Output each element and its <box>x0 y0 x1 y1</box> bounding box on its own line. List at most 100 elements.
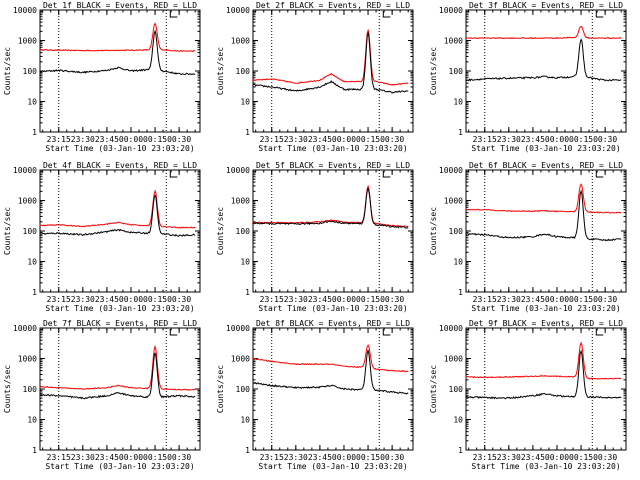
x-tick-label: 23:30 <box>71 453 95 462</box>
subplot-title: Det 9f BLACK = Events, RED = LLD <box>469 319 623 328</box>
x-tick-label: 23:30 <box>71 295 95 304</box>
y-tick-label: 10000 <box>13 166 37 175</box>
x-tick-label: 00:30 <box>593 295 617 304</box>
y-tick-label: 100 <box>236 227 251 236</box>
x-tick-label: 00:30 <box>593 453 617 462</box>
series-line-lld <box>252 344 409 373</box>
x-tick-label: 23:15 <box>47 135 71 144</box>
x-tick-label: 00:30 <box>167 135 191 144</box>
flag-mark <box>595 11 604 18</box>
y-tick-label: 10 <box>27 416 37 425</box>
series-line-events <box>252 187 409 229</box>
y-tick-label: 100 <box>236 67 251 76</box>
plot-frame <box>39 327 201 451</box>
y-tick-label: 10000 <box>439 166 463 175</box>
series-line-events <box>39 352 196 400</box>
series-line-events <box>465 349 622 400</box>
x-tick-label: 00:30 <box>380 135 404 144</box>
x-tick-label: 23:30 <box>284 453 308 462</box>
y-tick-label: 1000 <box>444 197 463 206</box>
x-tick-label: 00:00 <box>332 453 356 462</box>
x-axis-label: Start Time (03-Jan-10 23:03:20) <box>258 144 407 153</box>
y-tick-label: 1000 <box>18 37 37 46</box>
y-tick-label: 10000 <box>226 6 250 15</box>
x-tick-label: 00:00 <box>119 135 143 144</box>
y-axis-label: Counts/sec <box>3 207 12 255</box>
subplot-title: Det 8f BLACK = Events, RED = LLD <box>256 319 410 328</box>
x-tick-label: 00:15 <box>569 453 593 462</box>
y-axis-label: Counts/sec <box>429 365 438 413</box>
x-tick-label: 00:15 <box>356 453 380 462</box>
plot-frame <box>252 169 414 293</box>
y-tick-label: 10 <box>453 98 463 107</box>
x-tick-label: 23:45 <box>521 135 545 144</box>
subplot-title: Det 4f BLACK = Events, RED = LLD <box>43 161 197 170</box>
series-line-lld <box>39 344 196 391</box>
x-tick-label: 00:15 <box>143 453 167 462</box>
plot-frame <box>252 9 414 133</box>
y-axis-label: Counts/sec <box>3 365 12 413</box>
x-axis-label: Start Time (03-Jan-10 23:03:20) <box>471 144 620 153</box>
y-tick-label: 1000 <box>18 355 37 364</box>
x-tick-label: 23:30 <box>284 135 308 144</box>
x-tick-label: 23:45 <box>95 135 119 144</box>
series-line-events <box>465 189 622 242</box>
y-axis-label: Counts/sec <box>3 47 12 95</box>
y-tick-label: 10000 <box>439 6 463 15</box>
x-tick-label: 00:00 <box>545 295 569 304</box>
y-tick-label: 1 <box>245 288 250 297</box>
y-tick-label: 1 <box>458 288 463 297</box>
x-tick-label: 00:00 <box>119 295 143 304</box>
y-axis-label: Counts/sec <box>216 47 225 95</box>
series-line-events <box>252 349 409 395</box>
x-axis-label: Start Time (03-Jan-10 23:03:20) <box>45 304 194 313</box>
y-tick-label: 1000 <box>231 355 250 364</box>
y-tick-label: 1000 <box>444 37 463 46</box>
flag-mark <box>595 171 604 178</box>
y-tick-label: 10 <box>27 98 37 107</box>
y-tick-label: 100 <box>449 227 464 236</box>
x-tick-label: 00:30 <box>380 295 404 304</box>
y-tick-label: 1 <box>458 128 463 137</box>
x-tick-label: 23:30 <box>497 295 521 304</box>
x-tick-label: 00:00 <box>545 135 569 144</box>
series-line-lld <box>39 22 196 53</box>
subplot-det-5: Det 5f BLACK = Events, RED = LLD 1 10 100 10… <box>216 161 414 313</box>
flag-mark <box>169 171 178 178</box>
x-tick-label: 00:15 <box>143 295 167 304</box>
y-tick-label: 10 <box>240 98 250 107</box>
series-line-lld <box>252 28 409 86</box>
x-axis-label: Start Time (03-Jan-10 23:03:20) <box>471 462 620 471</box>
x-tick-label: 00:15 <box>569 135 593 144</box>
flag-mark <box>169 11 178 18</box>
y-axis-label: Counts/sec <box>429 207 438 255</box>
subplot-det-9: Det 9f BLACK = Events, RED = LLD 1 10 100 10… <box>429 319 627 471</box>
x-tick-label: 23:45 <box>308 135 332 144</box>
x-axis-label: Start Time (03-Jan-10 23:03:20) <box>471 304 620 313</box>
series-line-lld <box>465 341 622 380</box>
x-tick-label: 23:15 <box>260 295 284 304</box>
x-tick-label: 23:45 <box>95 453 119 462</box>
subplot-title: Det 7f BLACK = Events, RED = LLD <box>43 319 197 328</box>
x-tick-label: 00:30 <box>593 135 617 144</box>
flag-mark <box>382 329 391 336</box>
subplot-title: Det 6f BLACK = Events, RED = LLD <box>469 161 623 170</box>
subplot-title: Det 1f BLACK = Events, RED = LLD <box>43 1 197 10</box>
x-tick-label: 00:00 <box>545 453 569 462</box>
subplot-title: Det 5f BLACK = Events, RED = LLD <box>256 161 410 170</box>
x-tick-label: 00:00 <box>119 453 143 462</box>
y-tick-label: 10000 <box>226 324 250 333</box>
x-tick-label: 00:00 <box>332 135 356 144</box>
y-tick-label: 100 <box>236 385 251 394</box>
y-tick-label: 1000 <box>231 37 250 46</box>
y-tick-label: 1 <box>32 288 37 297</box>
series-line-lld <box>465 183 622 214</box>
x-tick-label: 23:45 <box>308 453 332 462</box>
subplot-det-1: Det 1f BLACK = Events, RED = LLD 1 10 100 10… <box>3 1 201 153</box>
y-tick-label: 100 <box>23 67 38 76</box>
y-tick-label: 10 <box>27 258 37 267</box>
x-tick-label: 00:15 <box>356 135 380 144</box>
x-tick-label: 23:15 <box>473 453 497 462</box>
x-tick-label: 23:30 <box>284 295 308 304</box>
subplot-det-3: Det 3f BLACK = Events, RED = LLD 1 10 100 10… <box>429 1 627 153</box>
